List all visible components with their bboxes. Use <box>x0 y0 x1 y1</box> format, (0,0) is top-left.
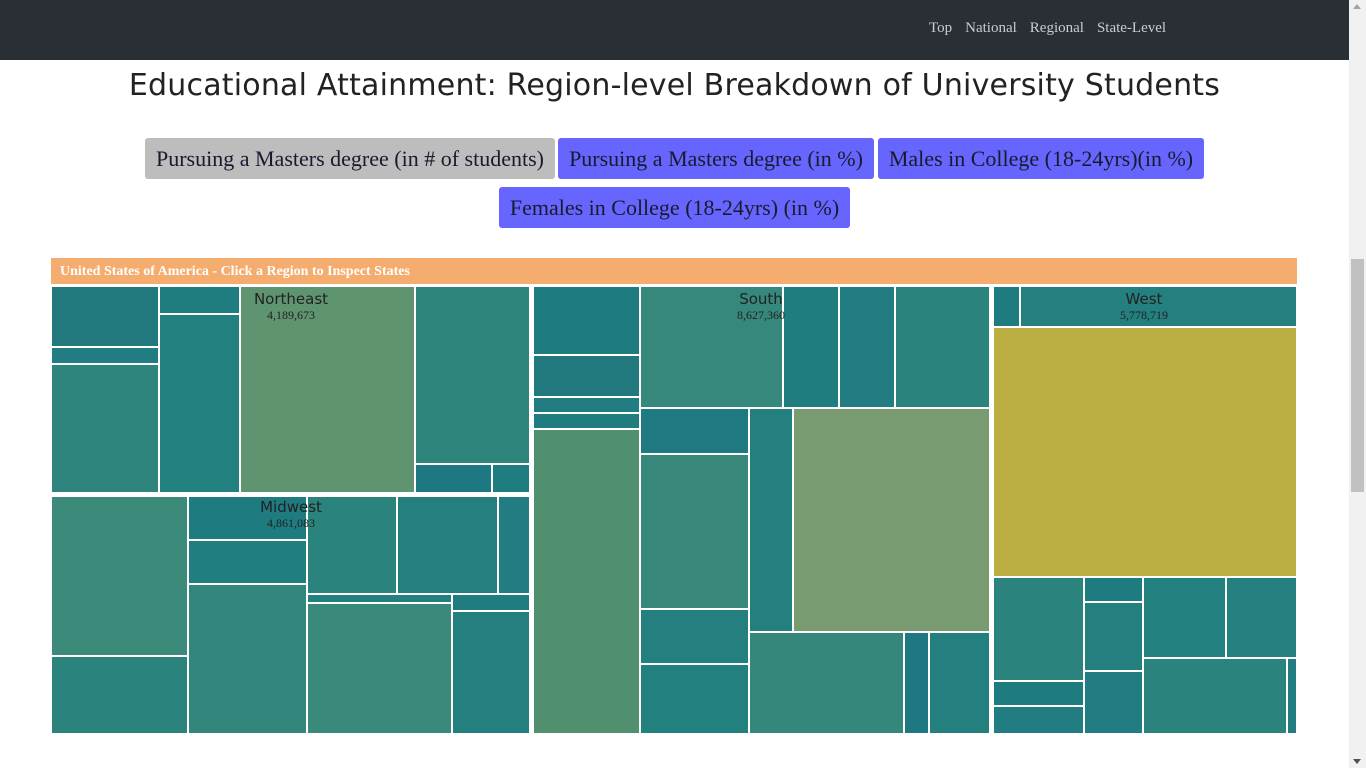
treemap-cell[interactable] <box>793 408 990 632</box>
treemap-cell[interactable] <box>533 397 640 413</box>
nav-link-national[interactable]: National <box>965 20 1017 36</box>
treemap-cell[interactable] <box>640 609 749 664</box>
scroll-down-arrow-icon[interactable] <box>1353 759 1361 764</box>
treemap-cell[interactable] <box>533 355 640 397</box>
treemap-cell[interactable] <box>993 286 1020 327</box>
masters-percent-button[interactable]: Pursuing a Masters degree (in %) <box>558 138 874 179</box>
region-value-west: 5,778,719 <box>1120 308 1168 322</box>
treemap-cell[interactable] <box>159 286 240 314</box>
region-separator <box>530 286 533 734</box>
treemap-cell[interactable] <box>188 496 307 540</box>
scrollbar[interactable] <box>1349 0 1366 768</box>
treemap-cell[interactable] <box>1287 658 1297 734</box>
treemap-cell[interactable] <box>904 632 929 734</box>
treemap-cell[interactable] <box>1084 671 1143 734</box>
treemap-cell[interactable] <box>51 286 159 347</box>
treemap-cell[interactable] <box>533 429 640 734</box>
nav-links: Top National Regional State-Level <box>929 20 1166 37</box>
region-label-northeast[interactable]: Northeast <box>253 290 329 308</box>
treemap-cell[interactable] <box>993 681 1084 706</box>
treemap-cell[interactable] <box>783 286 839 408</box>
treemap-cell[interactable] <box>51 656 188 734</box>
treemap-cell[interactable] <box>452 594 530 611</box>
treemap: Northeast 4,189,673 Midwest 4,861,083 So… <box>51 286 1297 734</box>
treemap-header[interactable]: United States of America - Click a Regio… <box>51 258 1297 284</box>
treemap-cell[interactable] <box>1226 577 1297 658</box>
treemap-cell[interactable] <box>640 286 783 408</box>
treemap-cell[interactable] <box>993 706 1084 734</box>
treemap-cell[interactable] <box>640 454 749 609</box>
region-value-midwest: 4,861,083 <box>267 516 315 530</box>
treemap-cell[interactable] <box>749 408 793 632</box>
treemap-cell[interactable] <box>749 632 904 734</box>
treemap-cell[interactable] <box>415 464 492 493</box>
treemap-cell[interactable] <box>492 464 530 493</box>
treemap-cell[interactable] <box>1143 577 1226 658</box>
masters-count-button[interactable]: Pursuing a Masters degree (in # of stude… <box>145 138 555 179</box>
treemap-cell[interactable] <box>929 632 990 734</box>
treemap-cell[interactable] <box>498 496 530 594</box>
region-value-south: 8,627,360 <box>737 308 785 322</box>
treemap-cell[interactable] <box>1084 602 1143 671</box>
treemap-cell[interactable] <box>307 496 397 594</box>
treemap-cell[interactable] <box>1143 658 1287 734</box>
region-label-midwest[interactable]: Midwest <box>260 498 322 516</box>
treemap-cell[interactable] <box>51 347 159 364</box>
treemap-cell[interactable] <box>51 496 188 656</box>
treemap-cell[interactable] <box>895 286 990 408</box>
page-title: Educational Attainment: Region-level Bre… <box>128 68 1221 103</box>
region-separator <box>51 493 530 496</box>
treemap-cell[interactable] <box>533 286 640 355</box>
treemap-cell[interactable] <box>307 603 452 734</box>
treemap-cell[interactable] <box>240 286 415 493</box>
treemap-cell[interactable] <box>397 496 498 594</box>
treemap-cell[interactable] <box>993 577 1084 681</box>
males-college-button[interactable]: Males in College (18-24yrs)(in %) <box>878 138 1204 179</box>
treemap-cell[interactable] <box>993 327 1297 577</box>
treemap-cell[interactable] <box>839 286 895 408</box>
treemap-cell[interactable] <box>51 364 159 493</box>
nav-link-regional[interactable]: Regional <box>1029 20 1084 36</box>
scrollbar-thumb[interactable] <box>1351 259 1364 492</box>
females-college-button[interactable]: Females in College (18-24yrs) (in %) <box>499 187 850 228</box>
treemap-cell[interactable] <box>640 664 749 734</box>
treemap-cell[interactable] <box>307 594 452 603</box>
region-separator <box>990 286 993 734</box>
treemap-cell[interactable] <box>452 611 530 734</box>
treemap-cell[interactable] <box>640 408 749 454</box>
region-value-northeast: 4,189,673 <box>267 308 315 322</box>
region-label-south[interactable]: South <box>739 290 783 308</box>
treemap-cell[interactable] <box>415 286 530 464</box>
navbar: Top National Regional State-Level <box>0 0 1349 60</box>
treemap-cell[interactable] <box>188 540 307 584</box>
treemap-cell[interactable] <box>188 584 307 734</box>
treemap-cell[interactable] <box>159 314 240 493</box>
treemap-cell[interactable] <box>533 413 640 429</box>
treemap-cell[interactable] <box>1084 577 1143 602</box>
scroll-up-arrow-icon[interactable] <box>1353 4 1361 9</box>
treemap-cell[interactable] <box>1020 286 1297 327</box>
nav-link-top[interactable]: Top <box>929 20 953 36</box>
nav-link-state-level[interactable]: State-Level <box>1096 20 1167 36</box>
region-label-west[interactable]: West <box>1125 290 1163 308</box>
